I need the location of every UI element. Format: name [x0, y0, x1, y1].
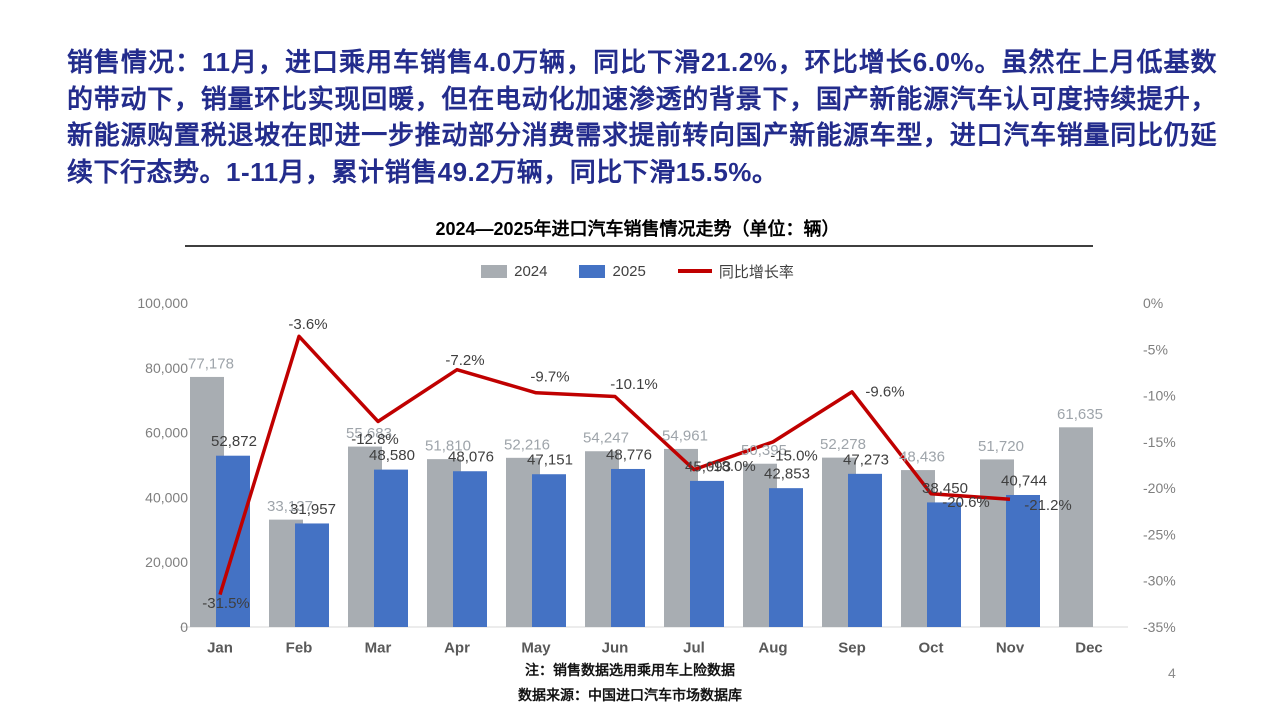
y-axis-left-tick: 80,000	[145, 360, 188, 376]
bar-2025-Feb	[295, 523, 329, 627]
value-label-2025-Apr: 48,076	[448, 449, 494, 466]
x-axis-label-Aug: Aug	[758, 640, 787, 657]
legend-item-growth: 同比增长率	[677, 261, 794, 282]
value-label-2024-Jul: 54,961	[662, 427, 708, 444]
x-axis-label-Jul: Jul	[683, 640, 705, 657]
bar-2025-Jan	[216, 455, 250, 627]
x-axis-label-Apr: Apr	[444, 640, 470, 657]
value-label-2025-Sep: 47,273	[843, 451, 889, 468]
bar-2025-Nov	[1006, 494, 1040, 627]
value-label-2024-Dec: 61,635	[1057, 406, 1103, 423]
y-axis-right-tick: -25%	[1143, 526, 1176, 542]
growth-label-Aug: -15.0%	[770, 447, 818, 464]
legend-line-growth-icon	[677, 269, 712, 273]
growth-label-Apr: -7.2%	[445, 352, 484, 369]
value-label-2025-Mar: 48,580	[369, 447, 415, 464]
growth-label-Mar: -12.8%	[351, 431, 399, 448]
x-axis-label-Sep: Sep	[838, 640, 866, 657]
y-axis-right-tick: -10%	[1143, 388, 1176, 404]
value-label-2025-Jun: 48,776	[606, 446, 652, 463]
y-axis-left-tick: 20,000	[145, 554, 188, 570]
value-label-2024-Nov: 51,720	[978, 438, 1024, 455]
value-label-2024-Sep: 52,278	[820, 436, 866, 453]
value-label-2024-May: 52,216	[504, 436, 550, 453]
chart-legend: 2024 2025 同比增长率	[180, 260, 1095, 282]
value-label-2024-Apr: 51,810	[425, 438, 471, 455]
legend-swatch-2024	[481, 264, 508, 278]
title-underline	[185, 245, 1093, 247]
y-axis-right-tick: -35%	[1143, 619, 1176, 635]
growth-label-May: -9.7%	[530, 368, 569, 385]
x-axis-label-Nov: Nov	[996, 640, 1025, 657]
legend-label-2024: 2024	[514, 262, 548, 280]
y-axis-right-tick: -15%	[1143, 434, 1176, 450]
value-label-2025-Jan: 52,872	[211, 433, 257, 450]
growth-label-Jul: -18.0%	[708, 458, 756, 475]
y-axis-left-tick: 60,000	[145, 425, 188, 441]
y-axis-right-tick: 0%	[1143, 295, 1163, 311]
footnote-source-note: 注：销售数据选用乘用车上险数据	[525, 662, 735, 678]
page-number: 4	[1168, 665, 1176, 681]
growth-label-Oct: -20.6%	[942, 494, 990, 511]
bar-2025-Oct	[927, 502, 961, 627]
value-label-2024-Jun: 54,247	[583, 430, 629, 447]
bar-2025-Apr	[453, 471, 487, 627]
value-label-2024-Oct: 48,436	[899, 449, 945, 466]
x-axis-label-Dec: Dec	[1075, 640, 1103, 657]
legend-label-2025: 2025	[612, 262, 646, 280]
value-label-2024-Mar: 55,683	[346, 425, 392, 442]
y-axis-left-tick: 0	[180, 619, 188, 635]
bar-2025-Jul	[690, 480, 724, 627]
bar-2025-Mar	[374, 469, 408, 627]
growth-line	[218, 334, 1011, 596]
legend-item-2025: 2025	[579, 262, 646, 280]
x-axis-label-Jan: Jan	[207, 640, 233, 657]
bar-2025-May	[532, 474, 566, 627]
legend-swatch-2025	[579, 264, 606, 278]
value-label-2025-Aug: 42,853	[764, 466, 810, 483]
growth-label-Jan: -31.5%	[202, 595, 250, 612]
value-label-2025-Jul: 45,093	[685, 458, 731, 475]
bar-2025-Jun	[611, 468, 645, 627]
value-label-2025-May: 47,151	[527, 452, 573, 469]
x-axis-label-Feb: Feb	[286, 640, 313, 657]
legend-item-2024: 2024	[481, 263, 547, 280]
y-axis-right-tick: -30%	[1143, 573, 1176, 589]
chart-title: 2024—2025年进口汽车销售情况走势（单位：辆）	[435, 219, 840, 239]
growth-label-Sep: -9.6%	[865, 383, 904, 400]
value-label-2025-Nov: 40,744	[1001, 472, 1047, 489]
x-axis-label-May: May	[521, 640, 551, 657]
footnote-data-source: 数据来源：中国进口汽车市场数据库	[518, 687, 742, 703]
y-axis-right-tick: -5%	[1143, 341, 1168, 357]
x-axis-label-Oct: Oct	[918, 640, 943, 657]
bar-2025-Sep	[848, 473, 882, 627]
x-axis-label-Mar: Mar	[365, 640, 392, 657]
growth-label-Feb: -3.6%	[288, 316, 327, 333]
growth-label-Jun: -10.1%	[610, 376, 658, 393]
value-label-2024-Feb: 33,137	[267, 498, 313, 515]
growth-label-Nov: -21.2%	[1024, 497, 1072, 514]
value-label-2025-Feb: 31,957	[290, 501, 336, 518]
value-label-2024-Aug: 50,395	[741, 442, 787, 459]
y-axis-right-tick: -20%	[1143, 480, 1176, 496]
bar-2025-Aug	[769, 488, 803, 627]
bar-2024-Dec	[1059, 427, 1093, 627]
x-axis-label-Jun: Jun	[602, 640, 629, 657]
y-axis-left-tick: 100,000	[137, 295, 188, 311]
value-label-2025-Oct: 38,450	[922, 480, 968, 497]
y-axis-left-tick: 40,000	[145, 489, 188, 505]
legend-label-growth: 同比增长率	[718, 263, 794, 281]
headline-text: 销售情况：11月，进口乘用车销售4.0万辆，同比下滑21.2%，环比增长6.0%…	[67, 47, 1217, 187]
value-label-2024-Jan: 77,178	[188, 355, 234, 372]
